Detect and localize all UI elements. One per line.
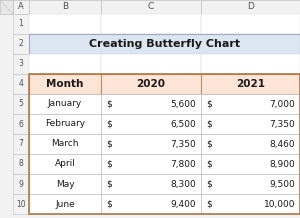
Bar <box>13 54 29 74</box>
Text: $: $ <box>206 160 212 169</box>
Text: 6,500: 6,500 <box>170 119 196 128</box>
Text: February: February <box>45 119 85 128</box>
Text: $: $ <box>106 140 112 148</box>
Bar <box>101 54 201 74</box>
Bar <box>201 114 300 134</box>
Text: 5: 5 <box>19 99 23 109</box>
Text: $: $ <box>106 199 112 208</box>
Bar <box>101 154 201 174</box>
Bar <box>13 74 29 94</box>
Bar <box>101 94 201 114</box>
Bar <box>201 134 300 154</box>
Text: Month: Month <box>46 79 84 89</box>
Text: 3: 3 <box>19 60 23 68</box>
Bar <box>13 154 29 174</box>
Bar <box>29 114 101 134</box>
Text: $: $ <box>106 160 112 169</box>
Text: A: A <box>18 2 24 12</box>
Text: April: April <box>55 160 75 169</box>
Text: C: C <box>148 2 154 12</box>
Text: 4: 4 <box>19 80 23 89</box>
Bar <box>29 14 101 34</box>
Text: 7,350: 7,350 <box>269 119 295 128</box>
Text: 8: 8 <box>19 160 23 169</box>
Bar <box>201 0 300 14</box>
Bar <box>101 74 201 94</box>
Text: January: January <box>48 99 82 109</box>
Text: 1: 1 <box>19 19 23 29</box>
Text: 2: 2 <box>19 39 23 48</box>
Bar <box>13 0 29 14</box>
Bar <box>29 0 101 14</box>
Text: 9,500: 9,500 <box>269 179 295 189</box>
Bar <box>101 174 201 194</box>
Text: 8,300: 8,300 <box>170 179 196 189</box>
Bar <box>29 194 101 214</box>
Text: B: B <box>62 2 68 12</box>
Bar <box>29 154 101 174</box>
Bar <box>101 0 201 14</box>
Bar <box>201 174 300 194</box>
Bar <box>101 114 201 134</box>
Text: $: $ <box>206 199 212 208</box>
Text: 7,000: 7,000 <box>269 99 295 109</box>
Text: 2021: 2021 <box>236 79 265 89</box>
Text: D: D <box>247 2 254 12</box>
Bar <box>29 94 101 114</box>
Text: 5,600: 5,600 <box>170 99 196 109</box>
Bar <box>201 14 300 34</box>
Text: $: $ <box>206 119 212 128</box>
Bar <box>29 174 101 194</box>
Bar <box>13 114 29 134</box>
Text: 8,900: 8,900 <box>269 160 295 169</box>
Text: 9,400: 9,400 <box>170 199 196 208</box>
Bar <box>201 54 300 74</box>
Bar <box>13 134 29 154</box>
Text: $: $ <box>106 99 112 109</box>
Text: March: March <box>51 140 79 148</box>
Bar <box>29 74 101 94</box>
Text: $: $ <box>206 99 212 109</box>
Text: Creating Butterfly Chart: Creating Butterfly Chart <box>89 39 240 49</box>
Bar <box>13 14 29 34</box>
Text: $: $ <box>106 119 112 128</box>
Text: 6: 6 <box>19 119 23 128</box>
Text: 8,460: 8,460 <box>269 140 295 148</box>
Bar <box>13 174 29 194</box>
Bar <box>0 0 13 14</box>
Bar <box>29 54 101 74</box>
Bar <box>101 14 201 34</box>
Text: 7,800: 7,800 <box>170 160 196 169</box>
Text: $: $ <box>206 179 212 189</box>
Text: $: $ <box>206 140 212 148</box>
Text: 10,000: 10,000 <box>263 199 295 208</box>
Text: May: May <box>56 179 74 189</box>
Bar <box>13 94 29 114</box>
Text: 7,350: 7,350 <box>170 140 196 148</box>
Bar <box>29 74 300 214</box>
Bar <box>201 74 300 94</box>
Text: 9: 9 <box>19 179 23 189</box>
Bar <box>101 194 201 214</box>
Bar <box>13 34 29 54</box>
Text: 7: 7 <box>19 140 23 148</box>
Bar <box>201 194 300 214</box>
Text: 10: 10 <box>16 199 26 208</box>
Bar <box>29 34 300 54</box>
Text: 2020: 2020 <box>136 79 166 89</box>
Bar <box>13 194 29 214</box>
Bar <box>201 154 300 174</box>
Bar <box>101 134 201 154</box>
Bar <box>201 94 300 114</box>
Text: $: $ <box>106 179 112 189</box>
Text: June: June <box>55 199 75 208</box>
Bar <box>29 134 101 154</box>
